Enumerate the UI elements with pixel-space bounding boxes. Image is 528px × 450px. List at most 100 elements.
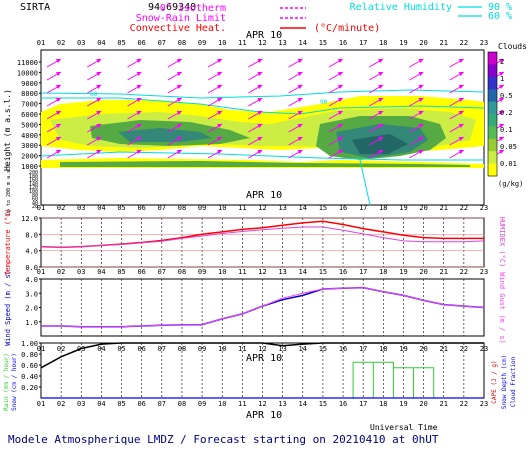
hour-tick-label: 07: [158, 204, 166, 212]
site-label: SIRTA: [20, 2, 50, 13]
y-tick-label: 4.0: [25, 248, 38, 256]
hour-tick-label: 12: [258, 204, 266, 212]
rh-contour: [40, 151, 484, 161]
hour-tick-label: 16: [339, 39, 347, 47]
wind-arrow-head: [56, 124, 61, 128]
height-tick-label-lower: 60: [32, 197, 38, 203]
hour-tick-label: 21: [440, 204, 448, 212]
wind-arrow-head: [136, 98, 142, 102]
wind-arrow-head: [56, 98, 61, 102]
rain-axis-label: Rain (mm / hour): [3, 353, 10, 411]
hour-tick-label: 06: [137, 268, 145, 276]
wind-arrow-head: [378, 72, 384, 76]
hour-tick-label: 03: [77, 345, 85, 353]
hour-tick-label: 20: [419, 268, 427, 276]
hour-tick-label: 08: [178, 39, 186, 47]
wind-arrow-head: [56, 111, 61, 115]
hour-tick-label: 09: [198, 400, 206, 408]
y-tick-label: 0.0: [25, 264, 38, 272]
hour-tick-label: 20: [419, 204, 427, 212]
wind-arrow-head: [217, 85, 223, 89]
hour-tick-label: 14: [299, 268, 307, 276]
hour-tick-label: 10: [218, 39, 226, 47]
hour-tick-label: 04: [97, 268, 105, 276]
wind-arrow-head: [176, 59, 182, 63]
wind-arrow-head: [257, 111, 263, 115]
hour-tick-label: 03: [77, 400, 85, 408]
height-tick-label-lower: 100: [29, 189, 38, 195]
legend-left-label: 0° isotherm: [160, 3, 226, 14]
universal-time-label: Universal Time: [370, 423, 438, 432]
hour-tick-label: 15: [319, 268, 327, 276]
hour-tick-label: 05: [117, 204, 125, 212]
hour-tick-label: 12: [258, 400, 266, 408]
hour-tick-label: 11: [238, 345, 246, 353]
hour-tick-label: 13: [278, 268, 286, 276]
wind-arrow-head: [257, 124, 263, 128]
hour-tick-label: 22: [460, 400, 468, 408]
snow-axis-label: Snow (cm / hour): [11, 353, 18, 411]
height-tick-label-lower: 120: [29, 185, 38, 191]
hour-tick-label: 17: [359, 268, 367, 276]
wind-speed-axis-label: Wind Speed (m / s): [4, 270, 12, 346]
wind-arrow-head: [418, 111, 424, 115]
hour-tick-label: 05: [117, 39, 125, 47]
wind-arrow-head: [217, 72, 223, 76]
wind-arrow-head: [297, 137, 303, 141]
hour-tick-label: 14: [299, 39, 307, 47]
wind-arrow-head: [217, 150, 223, 154]
colorbar-tick-label: 0.2: [500, 109, 513, 117]
hour-tick-label: 01: [37, 268, 45, 276]
hour-tick-label: 02: [57, 400, 65, 408]
y-tick-label: 1.0: [25, 319, 38, 327]
wind-arrow-head: [217, 137, 223, 141]
colorbar-swatch: [488, 163, 497, 177]
height-axis-label: Height (m a.s.l.): [3, 89, 12, 171]
date-label-bottom: APR 10: [246, 410, 282, 421]
hour-tick-label: 20: [419, 345, 427, 353]
hour-tick-label: 02: [57, 204, 65, 212]
height-tick-label-lower: 40: [32, 200, 38, 206]
hour-tick-label: 18: [379, 204, 387, 212]
hour-tick-label: 07: [158, 268, 166, 276]
colorbar-title: Clouds: [498, 42, 527, 51]
wind-arrow-head: [418, 98, 424, 102]
legend-right: Relative Humidity 90 %60 %: [350, 2, 512, 22]
wind-arrow-head: [458, 111, 464, 115]
cloud-panel: 6090110001000090008000700060005000400030…: [3, 42, 527, 215]
y-tick-label: 0.40: [21, 373, 38, 381]
hour-tick-label: 13: [278, 204, 286, 212]
hour-tick-label: 06: [137, 39, 145, 47]
hour-tick-label: 19: [399, 39, 407, 47]
hour-tick-label: 09: [198, 345, 206, 353]
wind-arrow-head: [378, 124, 384, 128]
hour-tick-label: 17: [359, 39, 367, 47]
hour-tick-label: 23: [480, 268, 488, 276]
legend-right-value: 60 %: [488, 11, 512, 22]
height-tick-label: 11000: [17, 59, 38, 67]
height-axis-label-lower: Up to 200 m a.s.l.: [6, 161, 12, 215]
wind-arrow-head: [217, 111, 223, 115]
mid-hour-axis-1: 01 02 03 04 05 06 07 08 09 10 11 12 13 14 15 16 17 18 19 20…: [37, 204, 488, 212]
height-tick-label: 10000: [17, 69, 38, 77]
height-tick-label-lower: 80: [32, 193, 38, 199]
wind-arrow-head: [176, 98, 182, 102]
wind-arrow-head: [96, 137, 102, 141]
wind-arrow-head: [378, 59, 384, 63]
wind-arrow-head: [297, 72, 303, 76]
hour-tick-label: 13: [278, 400, 286, 408]
wind-arrow-head: [136, 124, 142, 128]
hour-tick-label: 07: [158, 400, 166, 408]
wind-arrow-head: [217, 59, 223, 63]
height-tick-label: 2000: [21, 153, 38, 161]
hour-tick-label: 21: [440, 400, 448, 408]
wind-arrow-head: [378, 137, 384, 141]
wind-arrow-head: [96, 72, 102, 76]
hour-tick-label: 10: [218, 345, 226, 353]
hour-tick-label: 13: [278, 345, 286, 353]
wind-arrow-head: [257, 150, 263, 154]
hour-tick-label: 19: [399, 400, 407, 408]
wind-panel: 4.0 3.0 2.0 1.0 Wind Speed (m / s) Wind Gust …: [4, 270, 506, 346]
height-tick-label-lower: 200: [29, 170, 38, 176]
